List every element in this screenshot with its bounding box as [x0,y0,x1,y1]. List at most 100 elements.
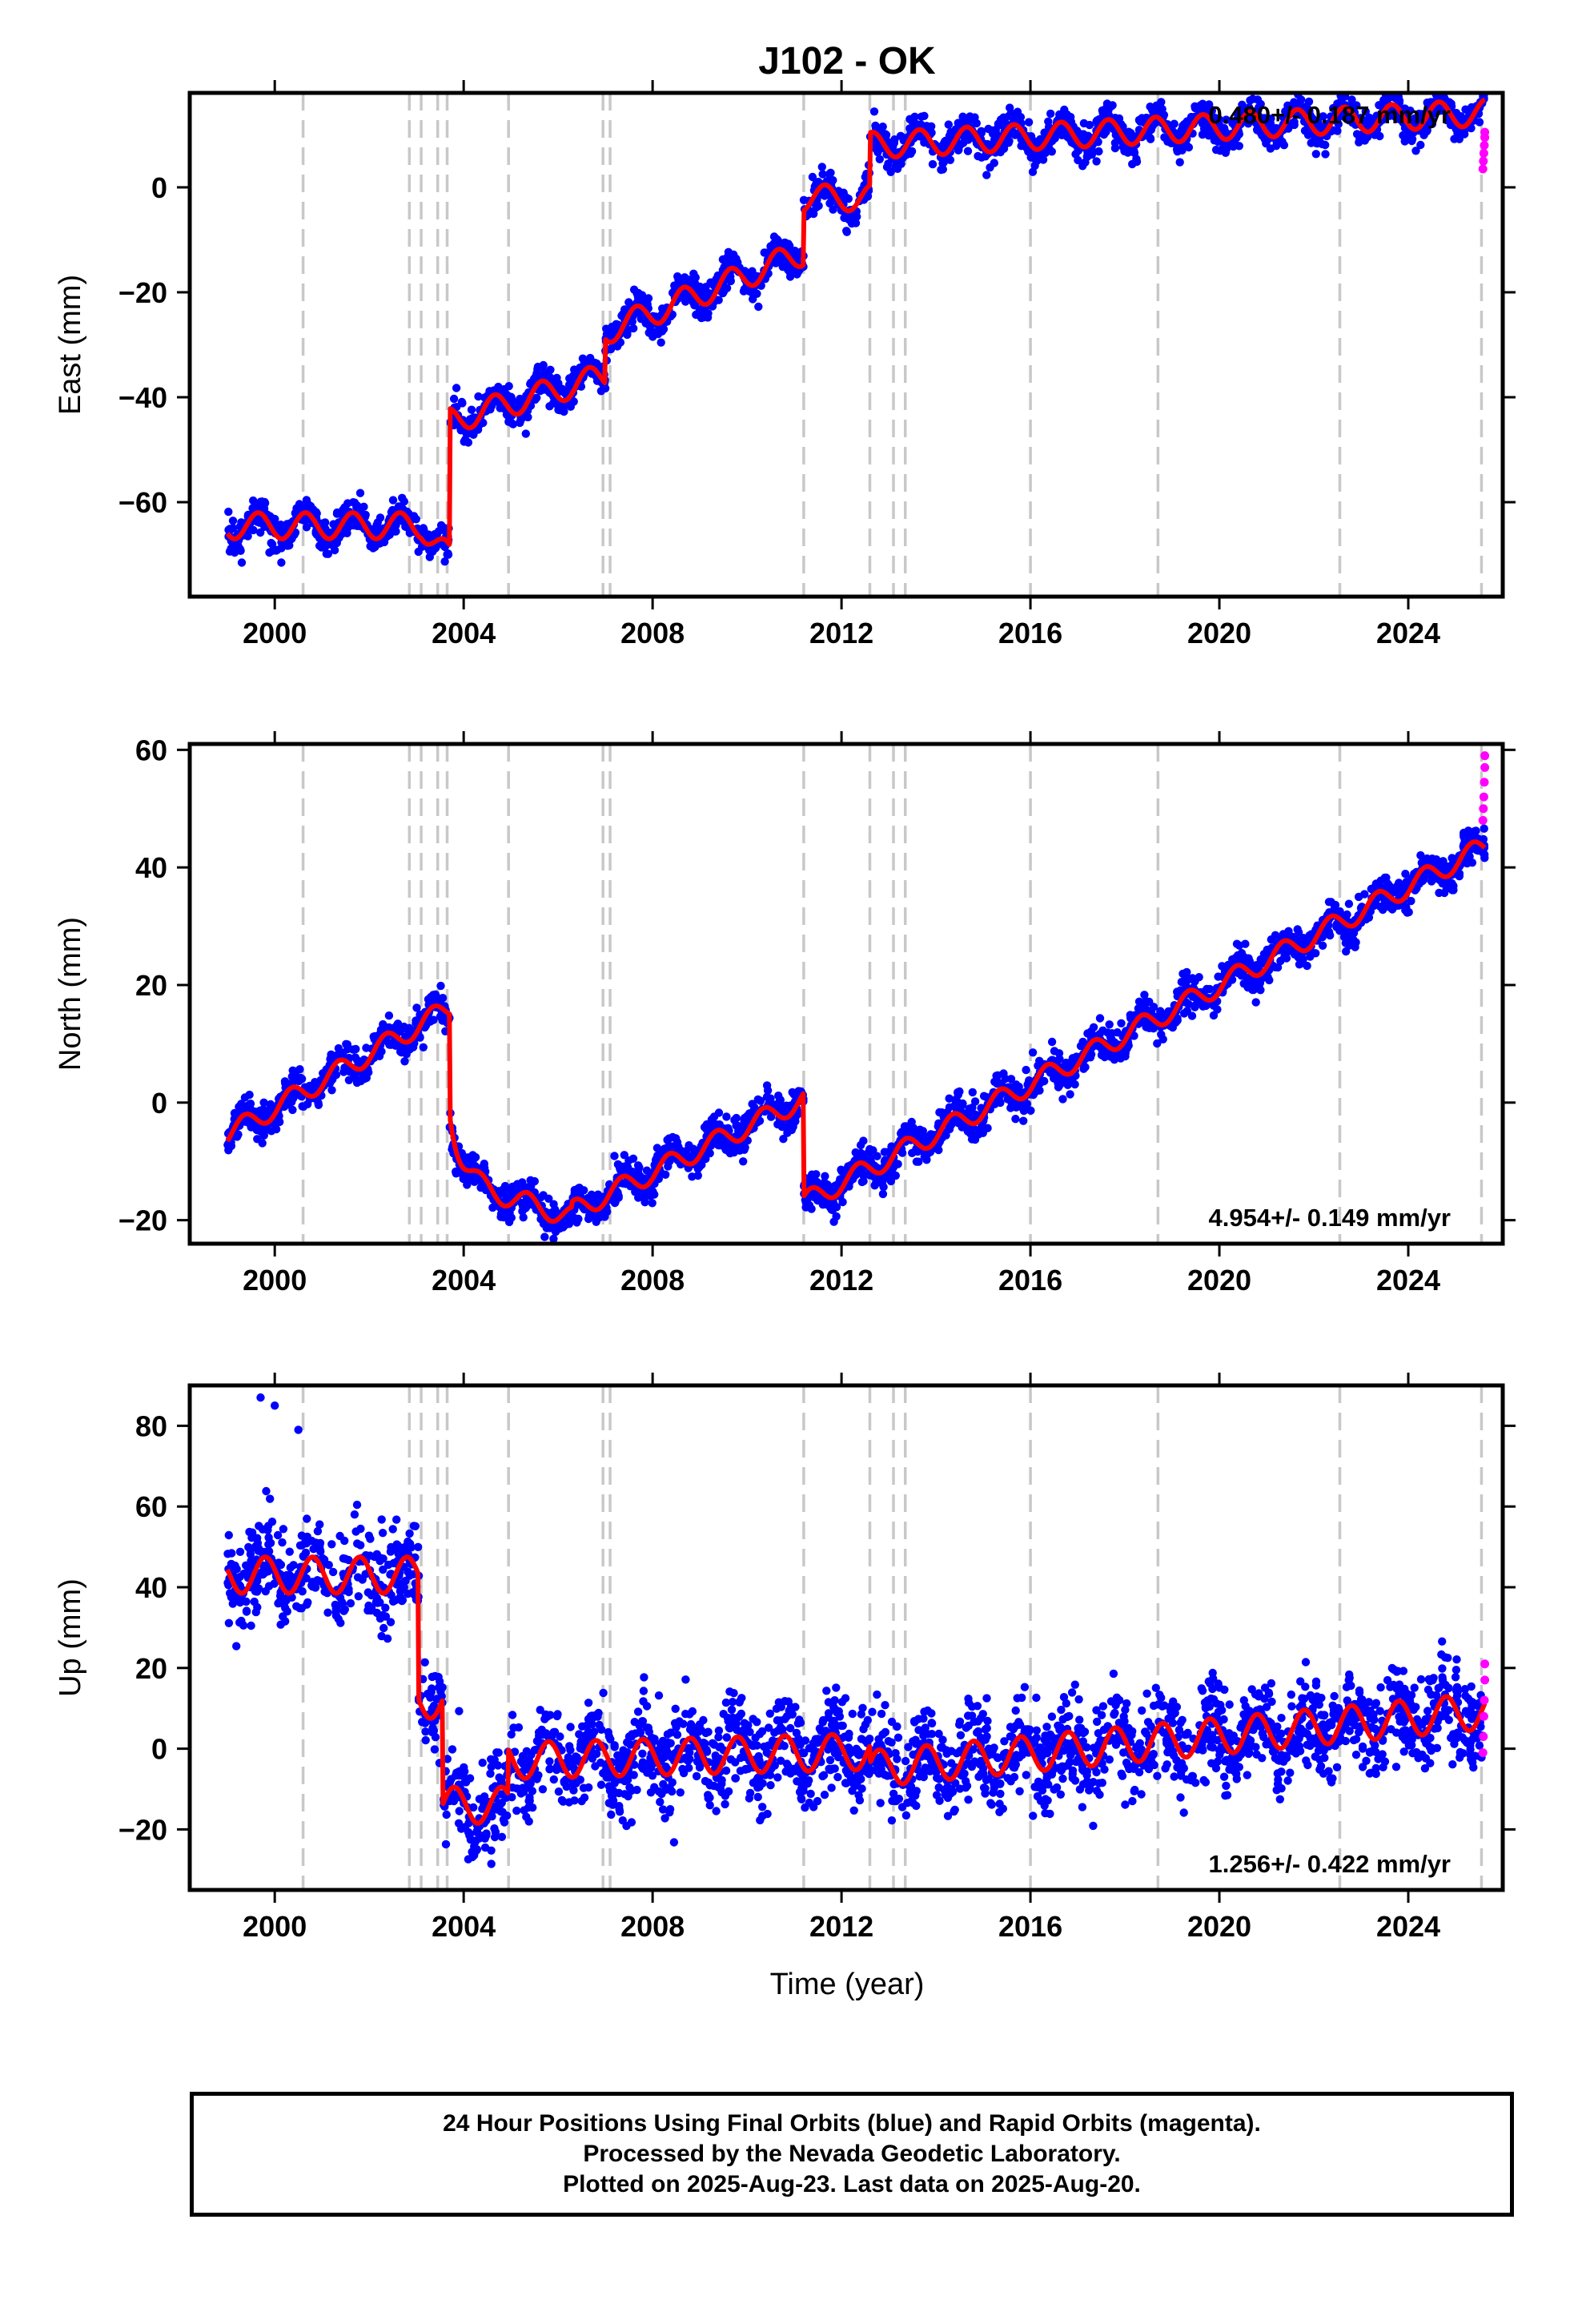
east-point [1026,153,1035,162]
east-point [1092,157,1101,166]
east-point [937,165,946,175]
north-point [416,1033,424,1042]
north-point [569,1213,579,1222]
east-point [1342,81,1350,89]
north-point [275,1117,284,1127]
north-point [878,1189,888,1199]
east-point [524,412,532,422]
north-point [993,1080,1002,1088]
east-point [703,313,713,322]
east-point [1422,127,1431,136]
east-point [372,521,381,529]
east-point [468,429,478,438]
north-point [303,1100,312,1109]
north-point [1438,879,1447,888]
east-point [256,528,265,537]
east-point [467,405,476,414]
east-point [1175,158,1184,167]
north-point [1379,905,1387,915]
north-point [1480,824,1488,833]
east-point [740,284,749,294]
east-axis-label: East (mm) [54,275,87,415]
east-point [754,302,763,312]
north-point [348,1045,358,1054]
north-point [527,1177,536,1187]
north-point [1407,896,1415,906]
north-point [438,994,448,1003]
east-point [613,342,622,351]
y-tick-label: 0 [151,171,167,204]
east-point [958,112,967,121]
east-point [841,193,851,202]
north-point [265,1106,274,1115]
x-tick-label: 2020 [1187,617,1251,649]
east-point [424,530,433,539]
east-point [842,227,852,236]
east-point [560,389,569,398]
east-point [452,384,461,392]
east-point [825,199,835,208]
north-point [821,1172,829,1180]
east-point [1078,162,1087,171]
north-point [584,1214,593,1224]
east-point [928,159,938,169]
east-point [954,146,963,155]
north-point [1149,1024,1158,1033]
north-point [289,1094,298,1103]
north-point [1401,870,1410,879]
east-point [817,163,826,171]
north-point [580,1186,588,1195]
north-point [1318,941,1327,951]
east-point [332,508,342,517]
north-point [344,1076,354,1085]
north-point [934,1119,943,1128]
north-point [791,1113,800,1123]
north-point [1354,892,1363,902]
east-point [430,529,440,539]
north-point [1267,935,1276,944]
east-point [340,505,349,513]
north-point [979,1092,989,1100]
east-plot-area [224,80,1490,597]
north-point [685,1141,693,1150]
north-point [620,1151,628,1160]
east-point [695,282,705,292]
east-point [645,322,655,332]
north-point [714,1108,724,1117]
east-point [954,119,963,127]
north-point [504,1217,514,1227]
north-point [1447,854,1456,862]
north-point [663,1136,672,1144]
north-point [1003,1095,1012,1104]
north-panel: 2000 2004 2008 2012 2016 2020 2024−200204060No… [54,731,1516,1297]
east-point [1456,113,1465,122]
east-point [1210,136,1219,145]
north-point [1343,910,1351,919]
north-point [1295,960,1304,969]
east-point [1002,138,1012,147]
east-point [1199,124,1209,134]
north-point [838,1197,847,1207]
east-point [578,354,588,363]
north-point [856,1140,865,1150]
east-point [629,324,638,333]
east-point [526,380,535,388]
east-point [1256,99,1265,109]
east-rapid-point [1480,141,1489,151]
east-point [875,155,885,163]
north-point [384,1011,394,1020]
east-point [227,544,235,553]
east-point [826,168,835,177]
east-point [938,144,947,153]
north-point [327,1086,336,1095]
north-point [1202,1001,1211,1011]
east-panel: 2000 2004 2008 2012 2016 2020 2024−60−40−200Ea… [54,80,1516,649]
north-point [328,1075,337,1084]
north-point [1019,1116,1028,1125]
east-point [1066,112,1075,122]
east-point [1385,80,1393,88]
east-point [808,172,817,182]
east-point [996,147,1005,157]
north-point [1455,872,1464,881]
